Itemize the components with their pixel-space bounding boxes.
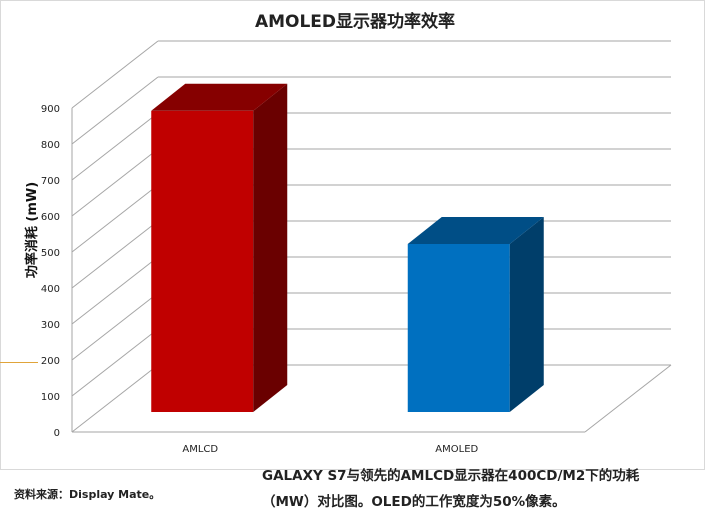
gridline-side: [71, 148, 159, 217]
bar-side-amoled: [509, 217, 544, 412]
x-tick-label: AMLCD: [182, 444, 218, 455]
y-tick-label: 500: [41, 248, 60, 259]
source-note: 资料来源：Display Mate。: [14, 488, 161, 501]
y-tick-label: 400: [41, 284, 60, 295]
y-tick-label: 800: [41, 140, 60, 151]
y-tick-label: 900: [41, 104, 60, 115]
decorative-mark: [0, 362, 38, 363]
gridline-side: [71, 40, 159, 109]
x-tick-label: AMOLED: [435, 444, 478, 455]
bar-amlcd: [151, 110, 254, 413]
bar-amoled: [407, 244, 510, 412]
gridline-side: [71, 292, 159, 361]
y-axis-label: 功率消耗 (mW): [24, 182, 40, 278]
chart-title: AMOLED显示器功率效率: [255, 11, 455, 32]
bar-top-amoled: [407, 217, 544, 244]
caption-line-2: （MW）对比图。OLED的工作宽度为50%像素。: [262, 494, 566, 510]
y-tick-label: 0: [54, 428, 60, 439]
gridline-side: [71, 184, 159, 253]
gridline-side: [71, 256, 159, 325]
chart: 0 100 200 300 400 500 600 700 800 900 AMLCD AMOLED…: [24, 11, 672, 455]
caption: GALAXY S7与领先的AMLCD显示器在400CD/M2下的功耗 （MW）对…: [262, 463, 702, 515]
caption-line-1: GALAXY S7与领先的AMLCD显示器在400CD/M2下的功耗: [262, 468, 640, 484]
gridline-side: [71, 328, 159, 397]
y-tick-label: 200: [41, 356, 60, 367]
gridline-side: [71, 76, 159, 145]
y-tick-labels: 0 100 200 300 400 500 600 700 800 900: [41, 104, 60, 439]
gridline-side: [71, 112, 159, 181]
bar-top-amlcd: [151, 83, 288, 111]
gridline-side: [71, 364, 159, 433]
bars: [151, 83, 544, 413]
floor-right-edge: [584, 364, 672, 433]
y-tick-label: 600: [41, 212, 60, 223]
axes: [71, 108, 672, 433]
x-tick-labels: AMLCD AMOLED: [182, 444, 478, 455]
bar-side-amlcd: [253, 83, 288, 413]
gridline-side: [71, 220, 159, 289]
y-tick-label: 700: [41, 176, 60, 187]
chart-frame: [0, 0, 705, 470]
y-tick-label: 300: [41, 320, 60, 331]
y-tick-label: 100: [41, 392, 60, 403]
